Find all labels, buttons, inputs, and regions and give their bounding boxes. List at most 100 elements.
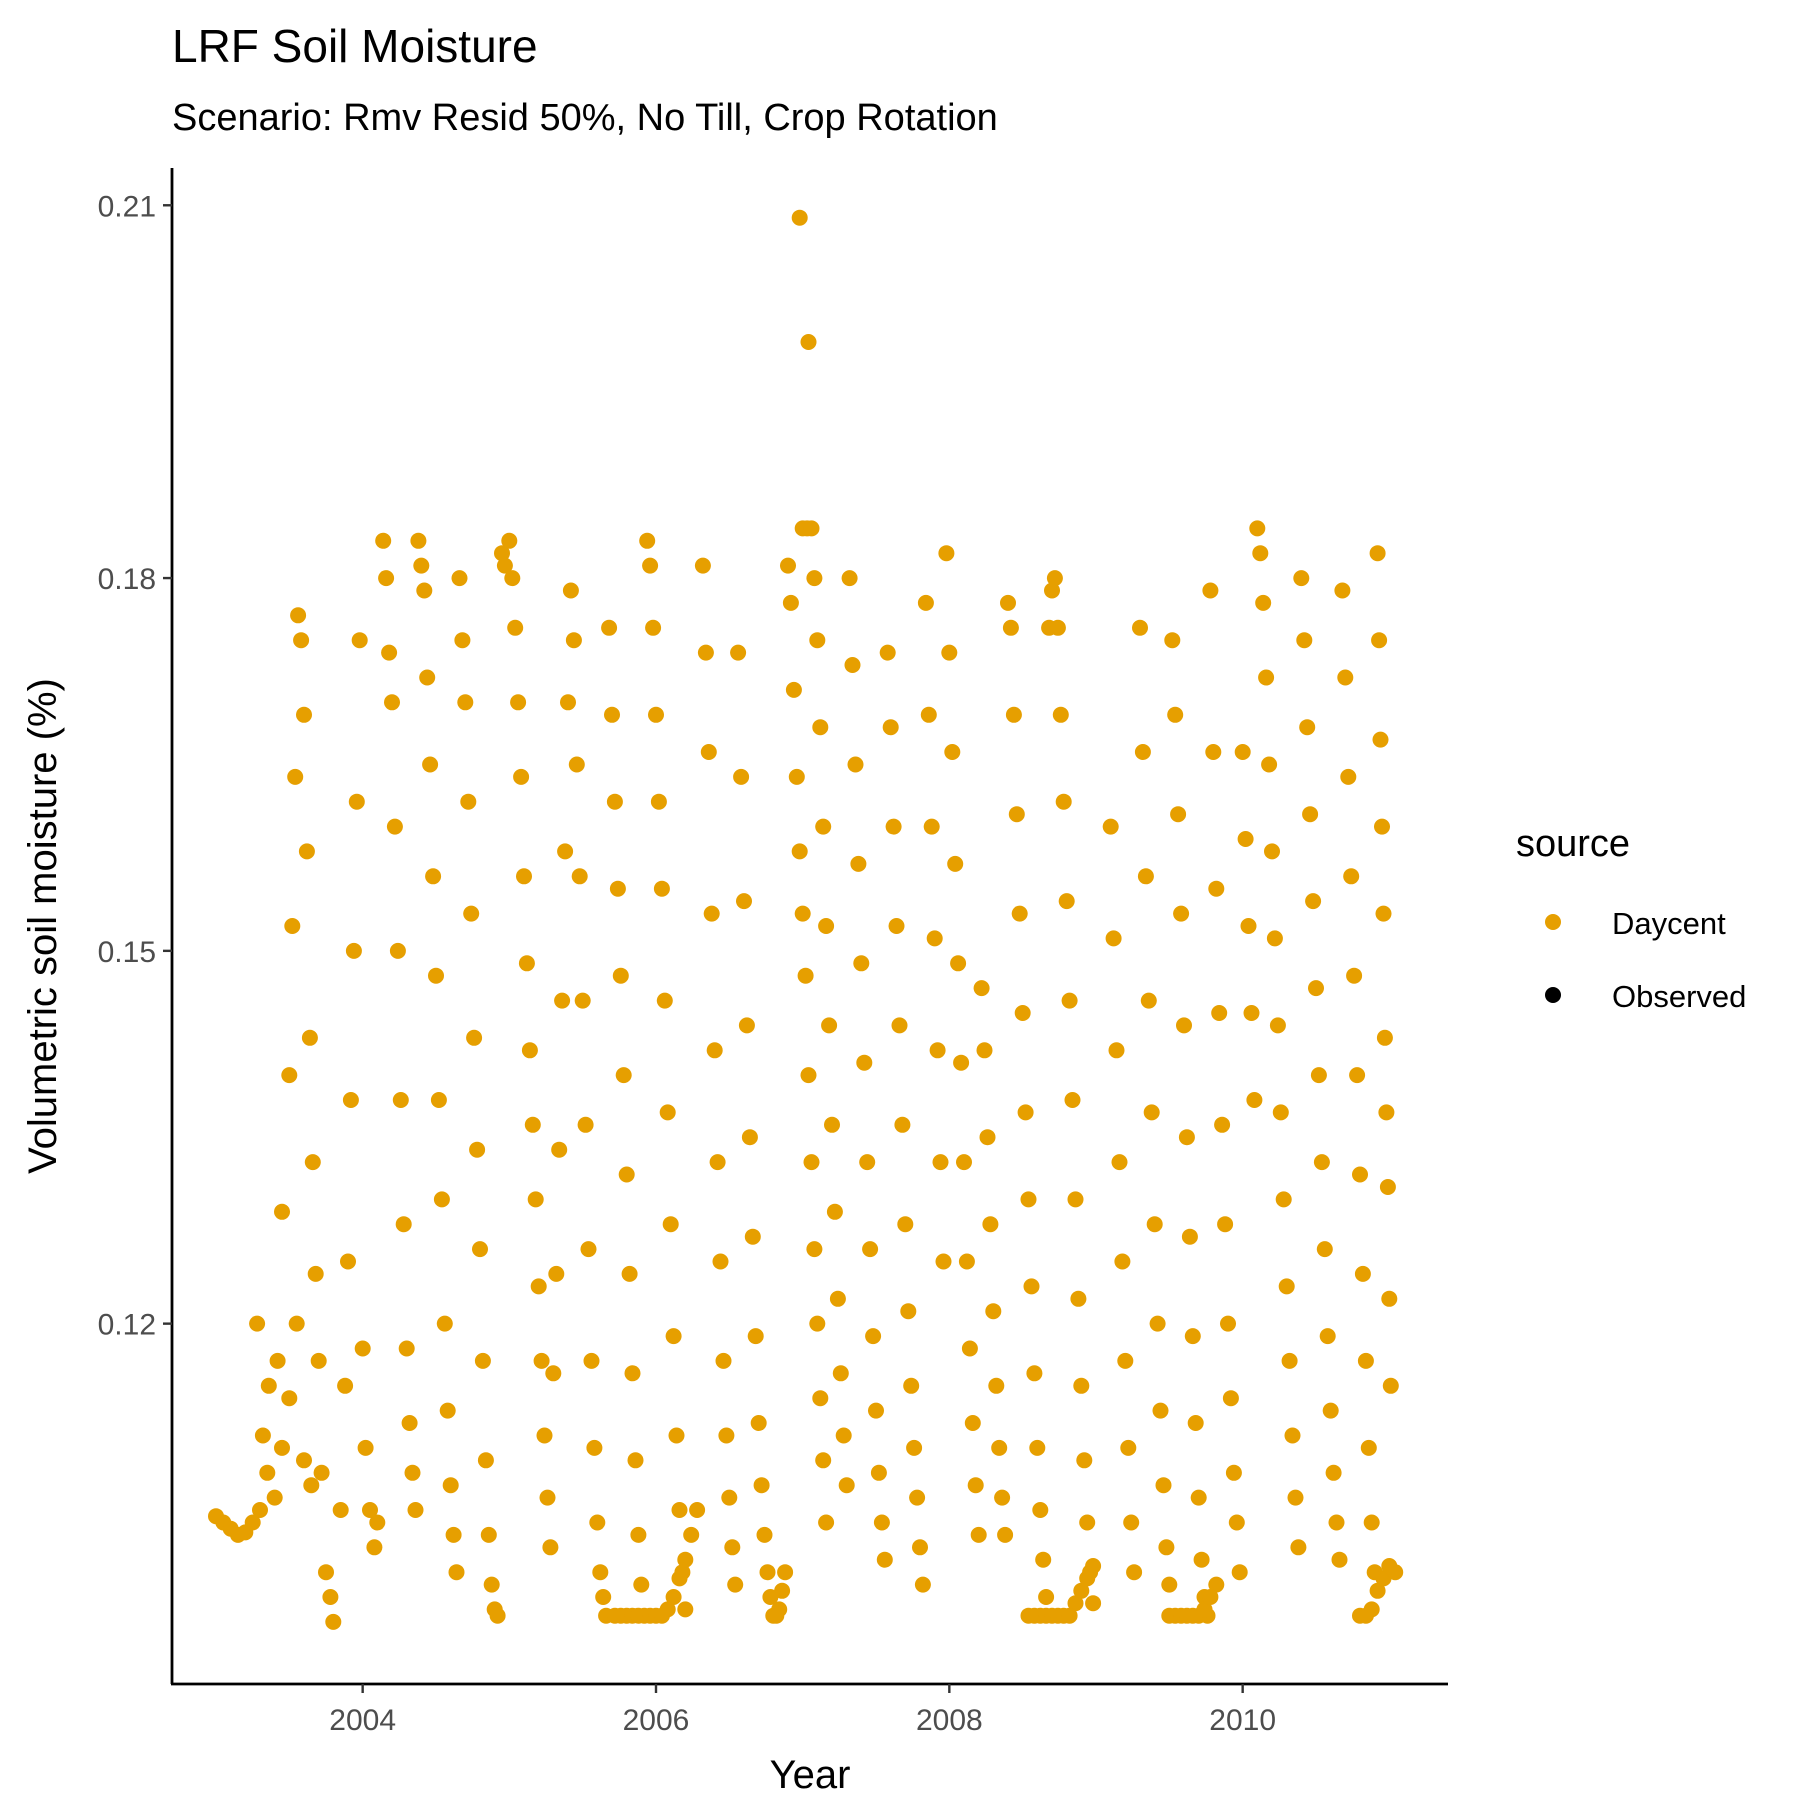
- data-point-daycent: [1014, 1005, 1031, 1021]
- data-point-daycent: [1061, 1607, 1078, 1624]
- data-point-daycent: [1038, 1589, 1055, 1605]
- data-point-daycent: [982, 1216, 999, 1233]
- data-point-daycent: [1026, 1365, 1043, 1382]
- data-point-daycent: [274, 1439, 290, 1456]
- data-point-daycent: [568, 756, 585, 773]
- data-point-daycent: [510, 694, 527, 711]
- data-point-daycent: [700, 744, 717, 760]
- data-point-daycent: [524, 1116, 541, 1133]
- data-point-daycent: [724, 1539, 741, 1556]
- y-axis-title: Volumetric soil moisture (%): [21, 678, 65, 1174]
- data-point-daycent: [1299, 719, 1316, 736]
- data-point-daycent: [252, 1502, 268, 1518]
- data-point-daycent: [850, 855, 867, 872]
- data-point-daycent: [639, 532, 656, 549]
- data-point-daycent: [1079, 1514, 1096, 1531]
- data-point-daycent: [274, 1203, 290, 1220]
- data-point-daycent: [362, 1502, 378, 1518]
- data-point-daycent: [1319, 1328, 1336, 1345]
- data-point-daycent: [838, 1477, 855, 1494]
- data-point-daycent: [1005, 706, 1022, 723]
- data-point-daycent: [621, 1265, 638, 1282]
- data-point-daycent: [504, 570, 521, 587]
- data-point-daycent: [445, 1526, 462, 1543]
- data-point-daycent: [1302, 806, 1319, 823]
- data-point-daycent: [903, 1377, 920, 1394]
- data-point-daycent: [398, 1340, 415, 1357]
- data-point-daycent: [697, 644, 714, 661]
- data-point-daycent: [1173, 905, 1190, 922]
- data-point-daycent: [1228, 1514, 1245, 1531]
- data-point-daycent: [1164, 632, 1181, 649]
- data-point-daycent: [1369, 1582, 1386, 1599]
- data-point-daycent: [1375, 905, 1392, 922]
- data-point-daycent: [1073, 1377, 1090, 1394]
- data-point-daycent: [425, 868, 442, 885]
- data-point-daycent: [1281, 1352, 1298, 1369]
- data-point-daycent: [815, 1452, 832, 1469]
- data-point-daycent: [797, 967, 814, 984]
- data-point-daycent: [413, 557, 430, 574]
- legend-key-daycent: [1545, 914, 1561, 930]
- data-point-daycent: [1352, 1166, 1368, 1183]
- data-point-daycent: [439, 1402, 456, 1419]
- data-point-daycent: [1208, 880, 1225, 897]
- data-point-daycent: [1067, 1191, 1084, 1208]
- data-point-daycent: [1008, 806, 1025, 823]
- data-point-daycent: [944, 744, 961, 760]
- data-point-daycent: [630, 1607, 647, 1624]
- data-point-daycent: [457, 694, 474, 711]
- data-point-daycent: [885, 818, 902, 835]
- data-point-daycent: [1202, 582, 1219, 599]
- data-point-daycent: [812, 1390, 829, 1407]
- data-point-daycent: [304, 1154, 321, 1171]
- data-point-daycent: [821, 1017, 838, 1034]
- data-point-daycent: [318, 1564, 334, 1581]
- data-point-daycent: [668, 1427, 685, 1444]
- data-point-daycent: [384, 694, 400, 711]
- data-point-daycent: [683, 1526, 700, 1543]
- data-point-daycent: [1269, 1017, 1286, 1034]
- data-point-daycent: [648, 706, 664, 723]
- data-point-daycent: [1196, 1601, 1213, 1618]
- data-point-daycent: [709, 1154, 726, 1171]
- data-point-daycent: [1225, 1464, 1242, 1481]
- data-point-daycent: [436, 1315, 453, 1332]
- data-point-daycent: [988, 1377, 1005, 1394]
- data-point-daycent: [281, 1390, 298, 1407]
- data-point-daycent: [454, 632, 471, 649]
- data-point-daycent: [1328, 1514, 1345, 1531]
- data-point-daycent: [656, 992, 673, 1009]
- data-point-daycent: [345, 942, 362, 959]
- data-point-daycent: [782, 594, 799, 611]
- data-point-daycent: [586, 1439, 603, 1456]
- data-point-daycent: [853, 955, 870, 972]
- data-point-daycent: [1046, 570, 1063, 587]
- x-tick-label: 2004: [329, 1704, 396, 1737]
- data-point-daycent: [554, 992, 571, 1009]
- data-point-daycent: [662, 1216, 679, 1233]
- data-point-daycent: [296, 1452, 312, 1469]
- data-point-daycent: [780, 557, 796, 574]
- data-point-daycent: [1349, 1067, 1366, 1084]
- data-point-daycent: [366, 1539, 383, 1556]
- data-point-daycent: [1252, 545, 1269, 562]
- data-point-daycent: [1278, 1278, 1295, 1295]
- data-point-daycent: [818, 1514, 835, 1531]
- data-point-daycent: [395, 1216, 412, 1233]
- data-point-daycent: [313, 1464, 330, 1481]
- data-point-daycent: [404, 1464, 421, 1481]
- data-point-daycent: [1055, 793, 1072, 810]
- data-point-daycent: [310, 1352, 327, 1369]
- data-point-daycent: [357, 1439, 374, 1456]
- data-point-daycent: [565, 632, 582, 649]
- data-point-daycent: [1190, 1489, 1207, 1506]
- data-point-daycent: [1381, 1290, 1398, 1307]
- x-tick-label: 2010: [1209, 1704, 1276, 1737]
- x-tick-label: 2006: [623, 1704, 690, 1737]
- data-point-daycent: [244, 1514, 261, 1531]
- data-point-daycent: [560, 694, 576, 711]
- data-point-daycent: [624, 1365, 641, 1382]
